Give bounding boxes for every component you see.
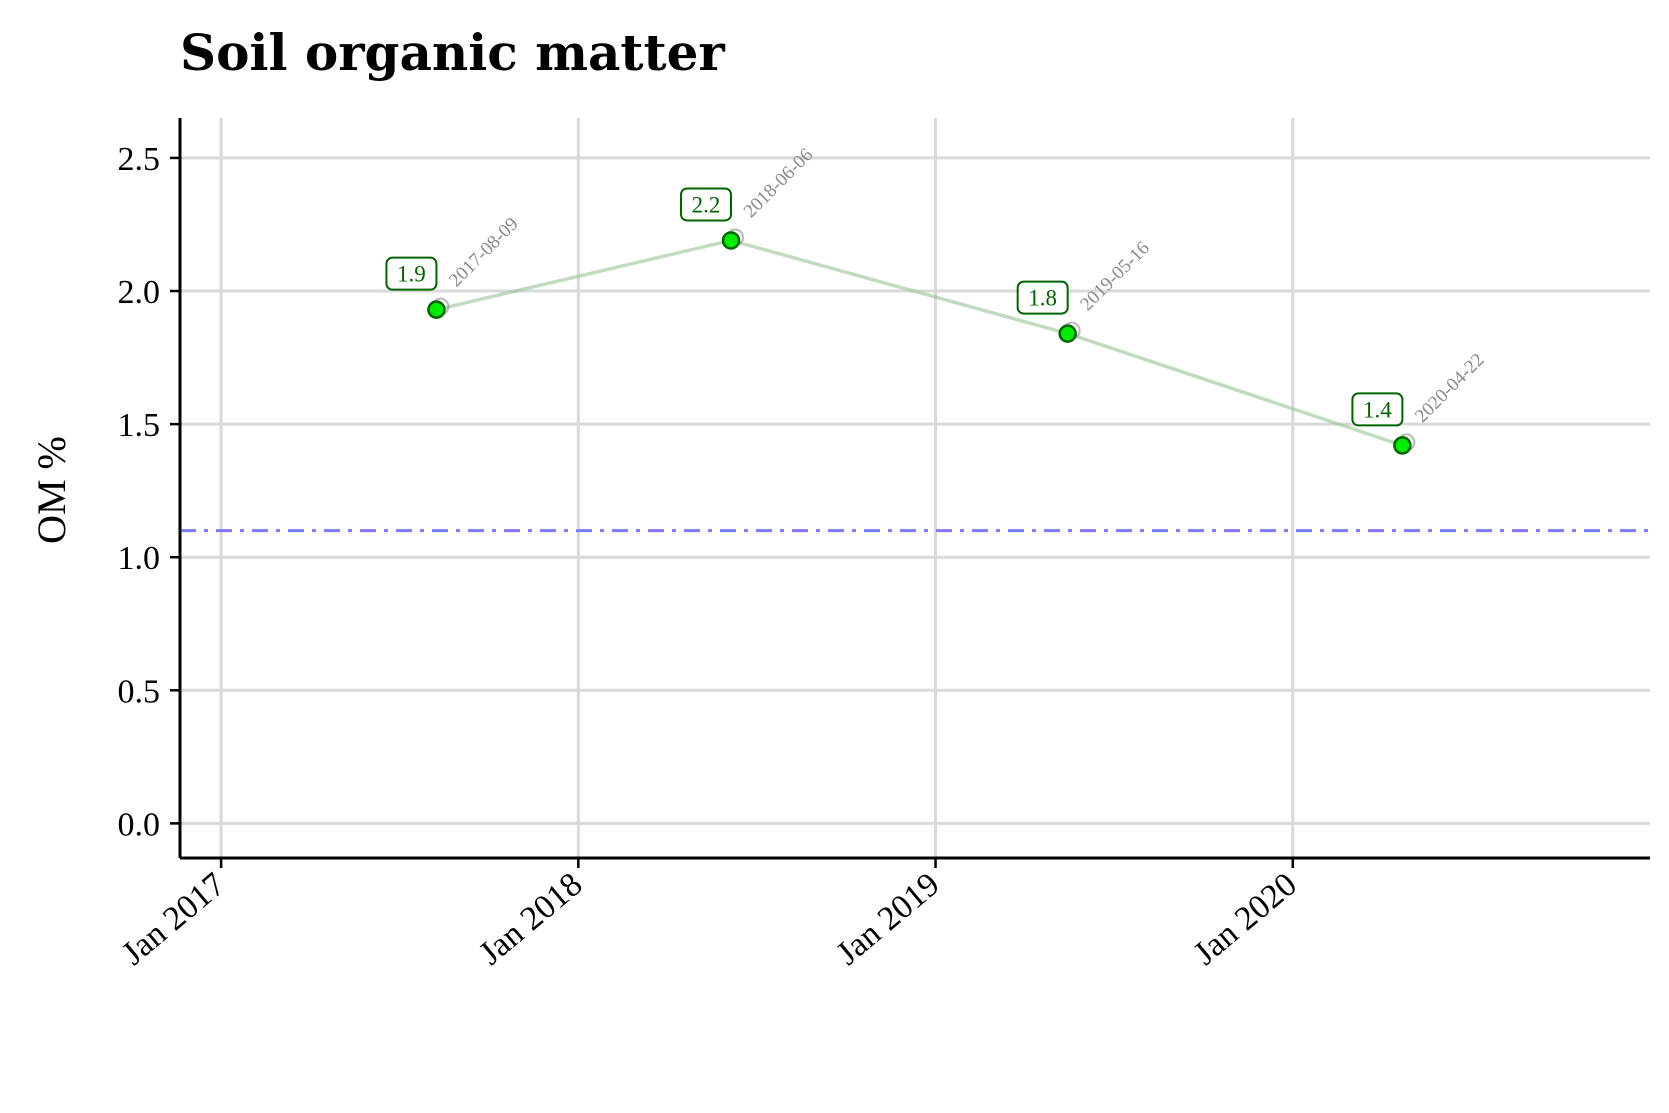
y-tick-label: 2.5 bbox=[118, 141, 161, 178]
data-point bbox=[1393, 436, 1412, 455]
series-layer bbox=[427, 228, 1416, 455]
x-tick-label: Jan 2017 bbox=[115, 866, 232, 973]
date-label: 2018-06-06 bbox=[740, 144, 818, 222]
chart-title: Soil organic matter bbox=[180, 23, 725, 82]
series-line bbox=[435, 238, 1403, 448]
axes-layer: 0.0 0.5 1.0 1.5 2.0 2.5 Jan 2017 Jan 2018 Jan 20… bbox=[115, 118, 1650, 972]
x-tick-label: Jan 2019 bbox=[830, 866, 947, 973]
y-tick-label: 1.0 bbox=[118, 540, 161, 577]
x-tick-label: Jan 2020 bbox=[1187, 866, 1304, 973]
value-label: 1.4 bbox=[1363, 397, 1392, 422]
grid-layer bbox=[180, 118, 1650, 858]
data-point bbox=[1058, 324, 1077, 343]
value-label: 1.8 bbox=[1028, 286, 1057, 311]
y-tick-label: 1.5 bbox=[118, 407, 161, 444]
value-label-box bbox=[1016, 280, 1069, 315]
value-label-box bbox=[1351, 392, 1404, 427]
value-label: 1.9 bbox=[397, 262, 426, 287]
date-label: 2017-08-09 bbox=[445, 214, 523, 292]
y-tick-label: 2.0 bbox=[118, 274, 161, 311]
data-point bbox=[721, 231, 741, 250]
data-point bbox=[427, 300, 446, 319]
y-tick-label: 0.0 bbox=[118, 806, 161, 843]
date-label: 2019-05-16 bbox=[1076, 238, 1154, 316]
date-label: 2020-04-22 bbox=[1411, 349, 1489, 427]
labels-layer: 2017-08-09 1.9 2018-06-06 2.2 2019-05-16 1.8 2… bbox=[385, 144, 1489, 427]
value-label-box bbox=[385, 256, 438, 291]
y-axis-label: OM % bbox=[29, 436, 74, 544]
x-tick-label: Jan 2018 bbox=[472, 866, 589, 973]
value-label: 2.2 bbox=[692, 192, 721, 217]
value-label-box bbox=[680, 187, 733, 222]
y-tick-label: 0.5 bbox=[118, 673, 161, 710]
